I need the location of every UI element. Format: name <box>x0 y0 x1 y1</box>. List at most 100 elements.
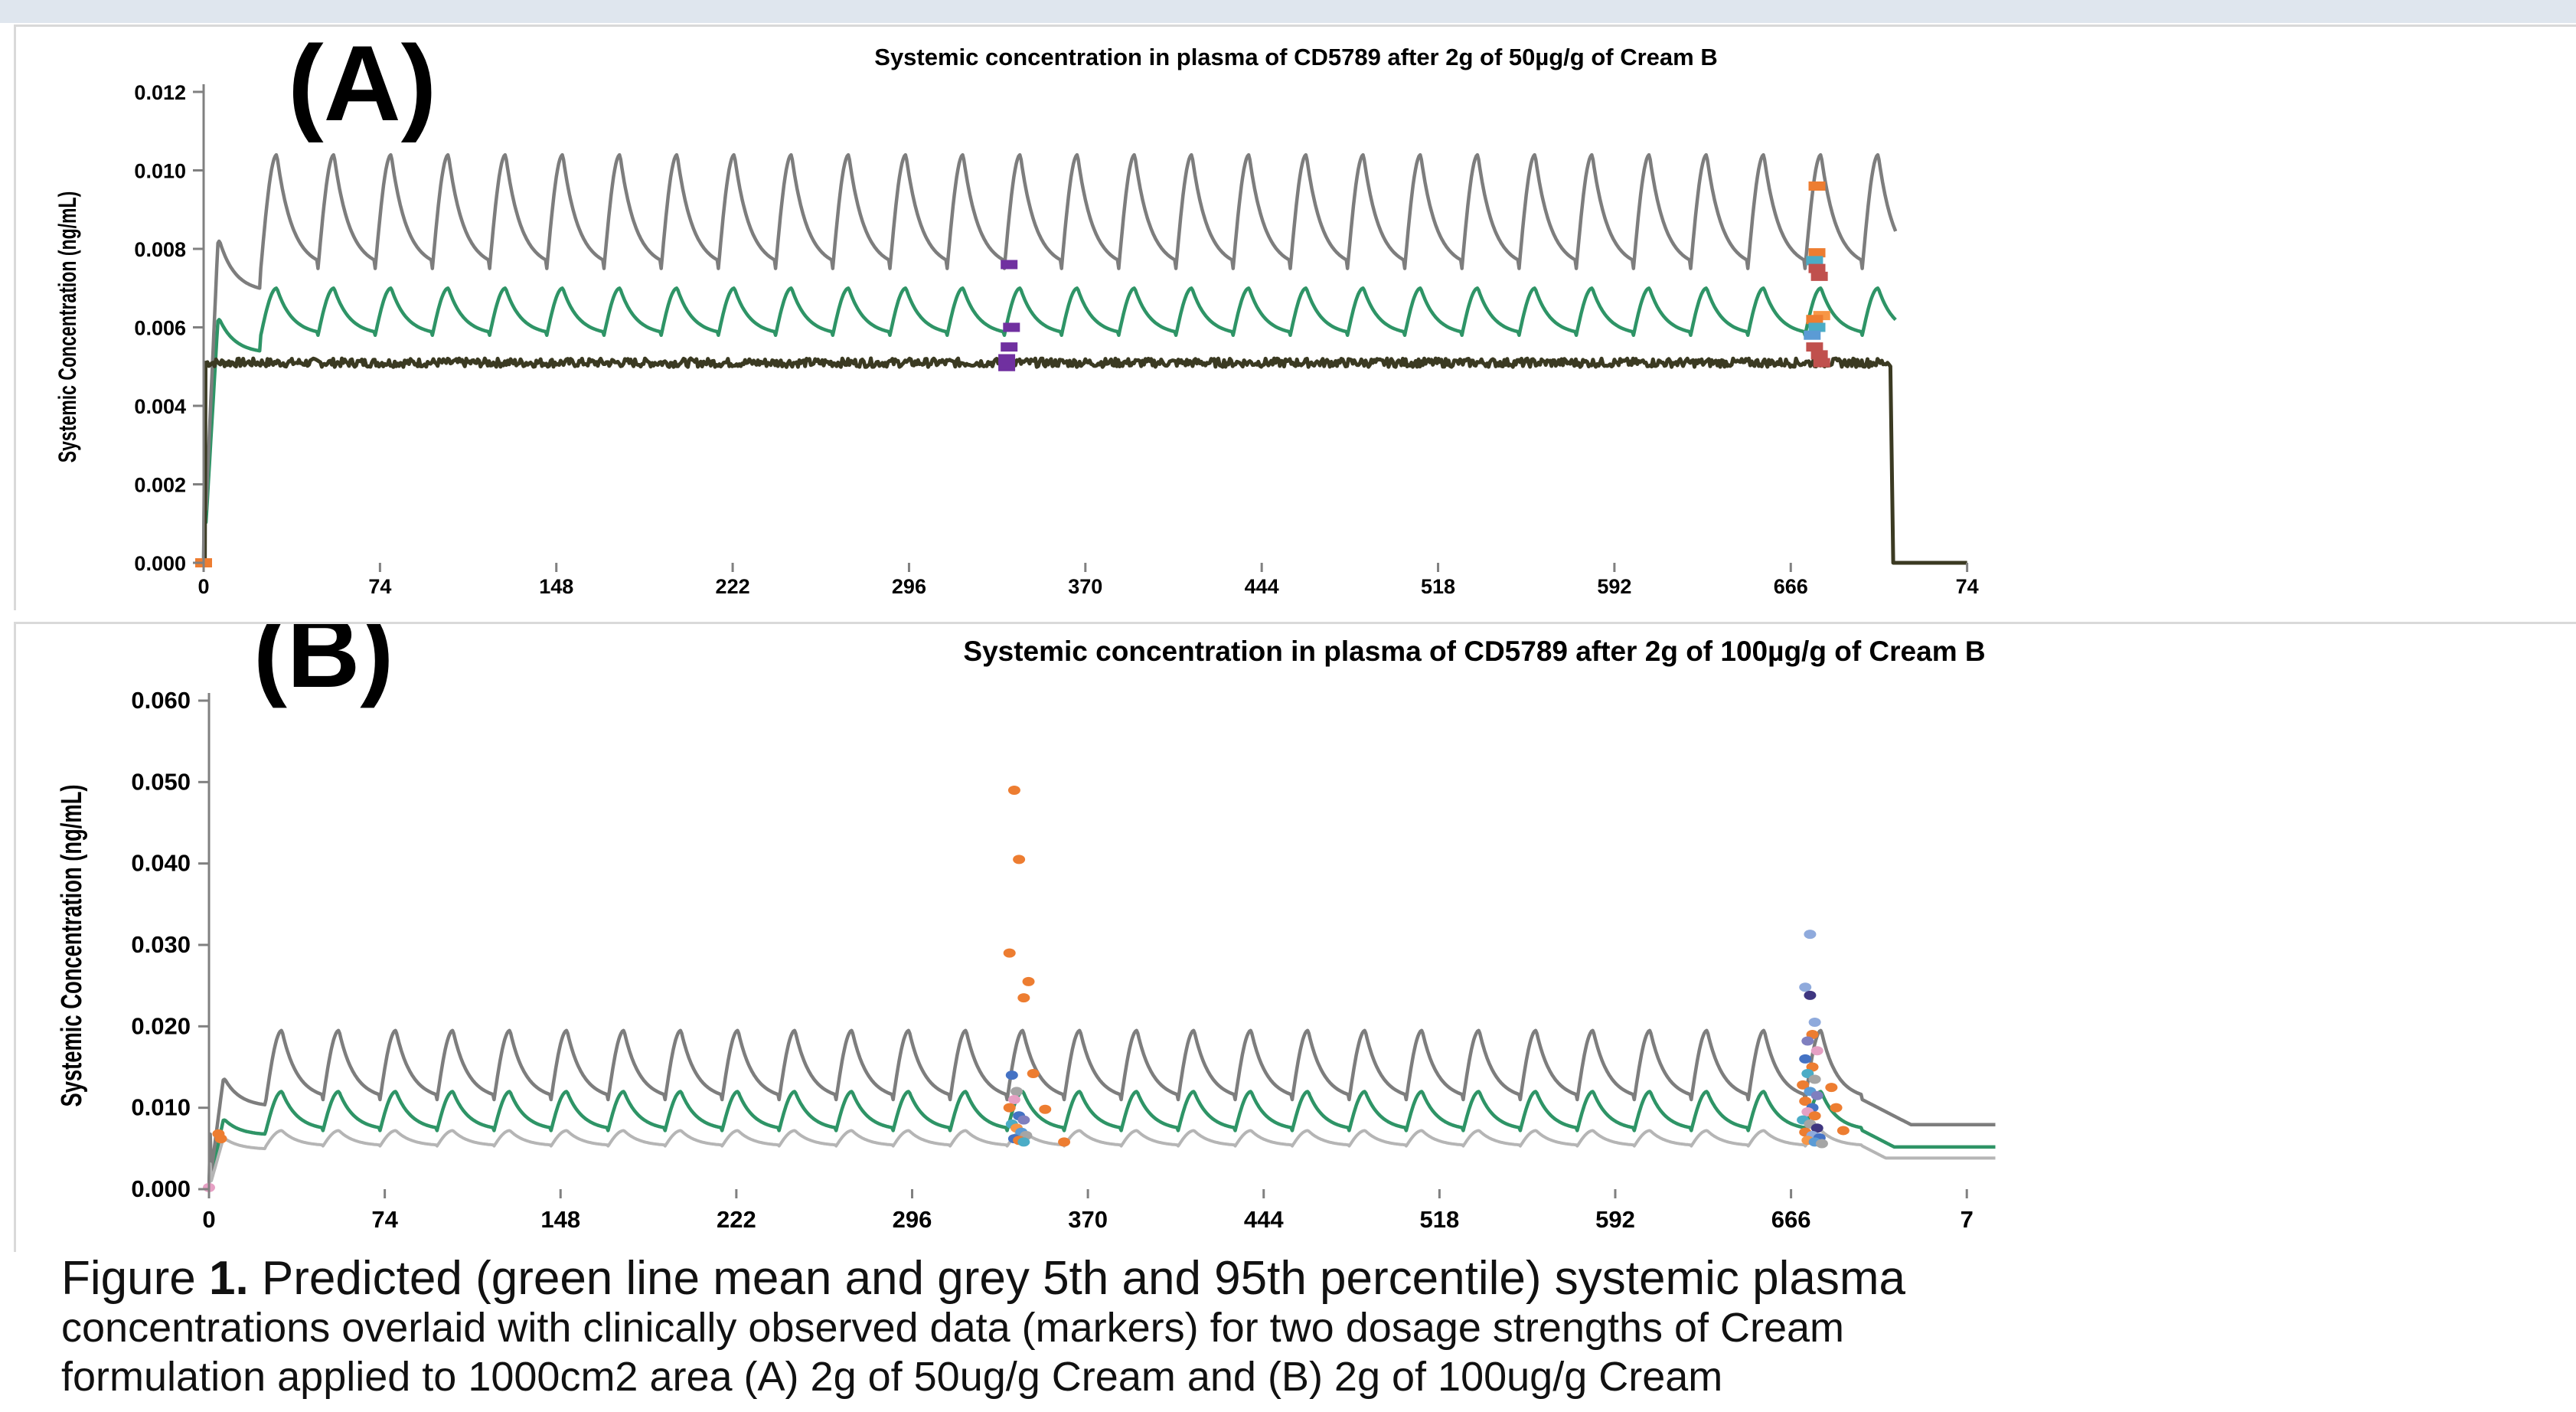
x-tick-label: 148 <box>539 575 573 598</box>
observed-marker <box>1808 181 1826 191</box>
y-tick-label: 0.030 <box>131 931 191 958</box>
chart-title-b: Systemic concentration in plasma of CD57… <box>963 636 1985 667</box>
figure-caption: Figure 1. Predicted (green line mean and… <box>61 1254 2557 1401</box>
observed-marker <box>1799 1054 1812 1064</box>
observed-marker <box>1808 322 1826 332</box>
y-tick-label: 0.008 <box>134 238 186 261</box>
x-tick-label: 0 <box>202 1206 215 1233</box>
x-tick-label: 148 <box>540 1206 580 1233</box>
y-tick-label: 0.000 <box>131 1175 191 1202</box>
y-tick-label: 0.020 <box>131 1012 191 1039</box>
observed-marker <box>1022 976 1035 986</box>
observed-marker <box>1806 256 1823 266</box>
x-tick-label: 592 <box>1595 1206 1635 1233</box>
caption-figure-number: 1. <box>208 1252 249 1305</box>
x-tick-label: 296 <box>892 575 926 598</box>
p95-line <box>201 152 1898 564</box>
observed-marker <box>1815 1139 1828 1149</box>
observed-marker <box>1001 260 1018 270</box>
observed-marker <box>1801 1036 1814 1046</box>
y-tick-label: 0.004 <box>134 395 186 418</box>
observed-marker <box>1007 785 1020 795</box>
observed-marker <box>1007 1095 1020 1105</box>
panel-letter-b: (B) <box>253 624 393 708</box>
x-tick-label: 592 <box>1597 575 1631 598</box>
observed-marker <box>1837 1126 1850 1136</box>
observed-marker <box>1808 1074 1821 1084</box>
observed-marker <box>1825 1083 1838 1093</box>
observed-marker <box>1001 342 1018 352</box>
panel-letter-a: (A) <box>288 27 436 143</box>
observed-marker <box>1017 993 1030 1003</box>
observed-marker <box>1810 1090 1823 1100</box>
y-tick-label: 0.012 <box>134 81 186 104</box>
x-tick-label: 666 <box>1774 575 1808 598</box>
observed-marker <box>1799 982 1812 992</box>
y-tick-label: 0.006 <box>134 317 186 340</box>
observed-marker <box>1813 358 1830 368</box>
x-tick-label: 74 <box>368 575 391 598</box>
observed-marker <box>214 1134 227 1144</box>
x-tick-label: 444 <box>1245 575 1279 598</box>
observed-marker <box>1804 330 1821 340</box>
chart-b-svg: 0.000 0.010 0.020 0.030 0.040 0.050 0.060 0 74 14… <box>56 624 1996 1233</box>
x-tick-label: 296 <box>893 1206 932 1233</box>
observed-marker <box>1806 315 1823 325</box>
y-tick-label: 0.010 <box>134 160 186 183</box>
observed-marker <box>1003 322 1020 332</box>
x-tick-label: 518 <box>1419 1206 1459 1233</box>
x-tick-label: 0 <box>198 575 209 598</box>
observed-marker <box>1058 1137 1071 1147</box>
p5-line <box>203 356 1967 565</box>
p95-line <box>207 1028 1996 1190</box>
window-top-strip <box>0 0 2576 23</box>
y-tick-label: 0.000 <box>134 552 186 575</box>
caption-figure-label: Figure <box>61 1252 209 1305</box>
observed-marker <box>1013 855 1026 865</box>
observed-marker <box>1027 1069 1040 1079</box>
mean-line <box>207 1090 1996 1190</box>
observed-marker <box>1039 1104 1052 1114</box>
observed-marker <box>1808 1018 1821 1028</box>
observed-marker <box>1804 930 1817 940</box>
y-tick-label: 0.040 <box>131 850 191 877</box>
x-tick-label: 370 <box>1068 575 1102 598</box>
y-tick-label: 0.060 <box>131 687 191 714</box>
observed-marker <box>998 361 1016 371</box>
observed-marker <box>1808 263 1826 273</box>
x-tick-label: 222 <box>717 1206 756 1233</box>
observed-marker <box>1810 1123 1823 1133</box>
observed-marker <box>1017 1115 1030 1125</box>
x-tick-label: 370 <box>1068 1206 1108 1233</box>
observed-marker <box>998 354 1016 364</box>
observed-marker <box>1804 990 1817 1000</box>
observed-marker <box>1003 948 1016 958</box>
mean-line <box>201 286 1897 564</box>
chart-panel-b: 0.000 0.010 0.020 0.030 0.040 0.050 0.060 0 74 14… <box>14 622 2576 1252</box>
observed-marker <box>1810 271 1828 281</box>
chart-panel-a: 0.000 0.002 0.004 0.006 0.008 0.010 0.012 0 74 14… <box>14 25 2576 610</box>
observed-marker <box>1003 1103 1016 1113</box>
chart-title-a: Systemic concentration in plasma of CD57… <box>874 44 1717 70</box>
y-tick-label: 0.010 <box>131 1094 191 1121</box>
y-axis-title-b: Systemic Concentration (ng/mL) <box>56 784 88 1106</box>
x-tick-label: 74 <box>1956 575 1979 598</box>
y-tick-label: 0.050 <box>131 768 191 795</box>
x-tick-label: 518 <box>1421 575 1455 598</box>
observed-marker <box>1810 1046 1823 1056</box>
caption-line-1: Figure 1. Predicted (green line mean and… <box>61 1254 2557 1303</box>
observed-marker <box>1830 1103 1843 1113</box>
observed-marker <box>1810 350 1828 360</box>
y-axis-title-a: Systemic Concentration (ng/mL) <box>54 191 81 463</box>
observed-marker <box>1005 1070 1018 1080</box>
caption-line-1-text: Predicted (green line mean and grey 5th … <box>248 1252 1905 1305</box>
observed-marker <box>1808 248 1826 258</box>
x-tick-label: 74 <box>371 1206 398 1233</box>
x-tick-label: 444 <box>1244 1206 1284 1233</box>
observed-marker <box>1808 1111 1821 1121</box>
caption-line-3: formulation applied to 1000cm2 area (A) … <box>61 1354 1723 1400</box>
observed-marker <box>1010 1087 1024 1097</box>
p5-line <box>207 1129 1996 1190</box>
observed-marker <box>1799 1097 1812 1106</box>
y-tick-label: 0.002 <box>134 474 186 497</box>
